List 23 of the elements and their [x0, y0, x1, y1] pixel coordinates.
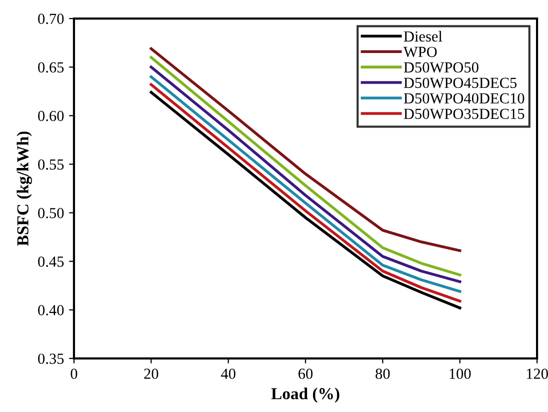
x-tick-label: 100	[450, 368, 471, 379]
y-tick-label: 0.35	[38, 354, 64, 364]
legend-label: D50WPO35DEC15	[404, 108, 524, 120]
x-tick-label: 0	[70, 368, 78, 379]
x-tick-label: 60	[298, 368, 313, 379]
y-axis-title: BSFC (kg/kWh)	[16, 132, 32, 246]
x-tick-label: 20	[144, 368, 158, 379]
x-tick-label: 40	[220, 368, 236, 379]
y-tick-label: 0.45	[38, 256, 64, 267]
y-tick-label: 0.50	[38, 208, 64, 218]
y-tick-label: 0.70	[38, 14, 64, 24]
legend-label: Diesel	[404, 30, 442, 42]
x-tick-label: 80	[376, 368, 390, 379]
y-tick-label: 0.60	[38, 110, 64, 122]
y-tick-label: 0.55	[38, 159, 64, 170]
legend-label: WPO	[403, 46, 437, 58]
legend-label: D50WPO50	[404, 62, 478, 73]
legend-label: D50WPO45DEC5	[404, 78, 517, 88]
x-tick-label: 120	[526, 368, 548, 379]
x-axis-title: Load (%)	[271, 388, 340, 403]
y-tick-label: 0.40	[38, 305, 64, 316]
y-tick-label: 0.65	[38, 62, 64, 73]
legend-label: D50WPO40DEC10	[404, 93, 524, 104]
